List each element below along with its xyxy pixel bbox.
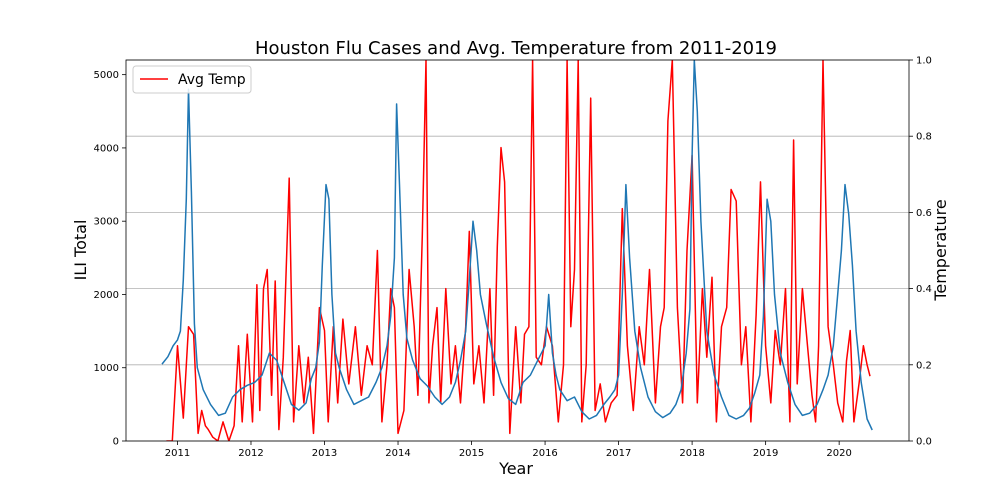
series-layer bbox=[161, 60, 873, 441]
x-tick-label-2011: 2011 bbox=[165, 448, 190, 459]
x-tick-label-2014: 2014 bbox=[385, 448, 410, 459]
y2-tick-label-0.2: 0.2 bbox=[916, 360, 932, 371]
legend-label-avg-temp: Avg Temp bbox=[178, 72, 246, 88]
y-tick-label-0: 0 bbox=[113, 437, 119, 448]
left-y-axis-title: ILI Total bbox=[71, 220, 90, 281]
right-y-axis-title: Temperature bbox=[931, 199, 950, 301]
y-tick-label-5000: 5000 bbox=[94, 70, 119, 81]
x-tick-label-2018: 2018 bbox=[679, 448, 704, 459]
y2-tick-label-0.6: 0.6 bbox=[916, 208, 932, 219]
legend-box bbox=[132, 65, 252, 94]
y-tick-label-4000: 4000 bbox=[94, 143, 119, 154]
x-axis-title: Year bbox=[498, 459, 533, 478]
right-y-axis-ticks: 0.0 0.2 0.4 0.6 0.8 1.0 bbox=[909, 56, 932, 448]
x-tick-label-2017: 2017 bbox=[606, 448, 631, 459]
ili-total-series bbox=[161, 60, 873, 431]
legend: Avg Temp bbox=[132, 65, 252, 94]
x-tick-label-2015: 2015 bbox=[459, 448, 484, 459]
y2-tick-label-0.4: 0.4 bbox=[916, 284, 932, 295]
x-tick-label-2016: 2016 bbox=[532, 448, 557, 459]
ili-total-line bbox=[161, 60, 873, 431]
y-tick-label-1000: 1000 bbox=[94, 363, 119, 374]
y-tick-label-3000: 3000 bbox=[94, 217, 119, 228]
y2-tick-label-1.0: 1.0 bbox=[916, 56, 932, 67]
chart-title: Houston Flu Cases and Avg. Temperature f… bbox=[255, 38, 777, 59]
left-y-axis-ticks: 0 1000 2000 3000 4000 5000 bbox=[94, 70, 126, 448]
x-tick-label-2019: 2019 bbox=[753, 448, 778, 459]
x-tick-label-2012: 2012 bbox=[238, 448, 263, 459]
y-tick-label-2000: 2000 bbox=[94, 290, 119, 301]
y2-tick-label-0.8: 0.8 bbox=[916, 132, 932, 143]
y2-tick-label-0.0: 0.0 bbox=[916, 437, 932, 448]
avg-temp-series bbox=[166, 60, 871, 441]
x-axis-ticks: 2011 2012 2013 2014 2015 2016 2017 2018 2019 2020 bbox=[165, 441, 852, 459]
avg-temp-line bbox=[166, 60, 871, 441]
x-tick-label-2020: 2020 bbox=[826, 448, 851, 459]
plot-frame bbox=[125, 59, 910, 442]
x-tick-label-2013: 2013 bbox=[312, 448, 337, 459]
